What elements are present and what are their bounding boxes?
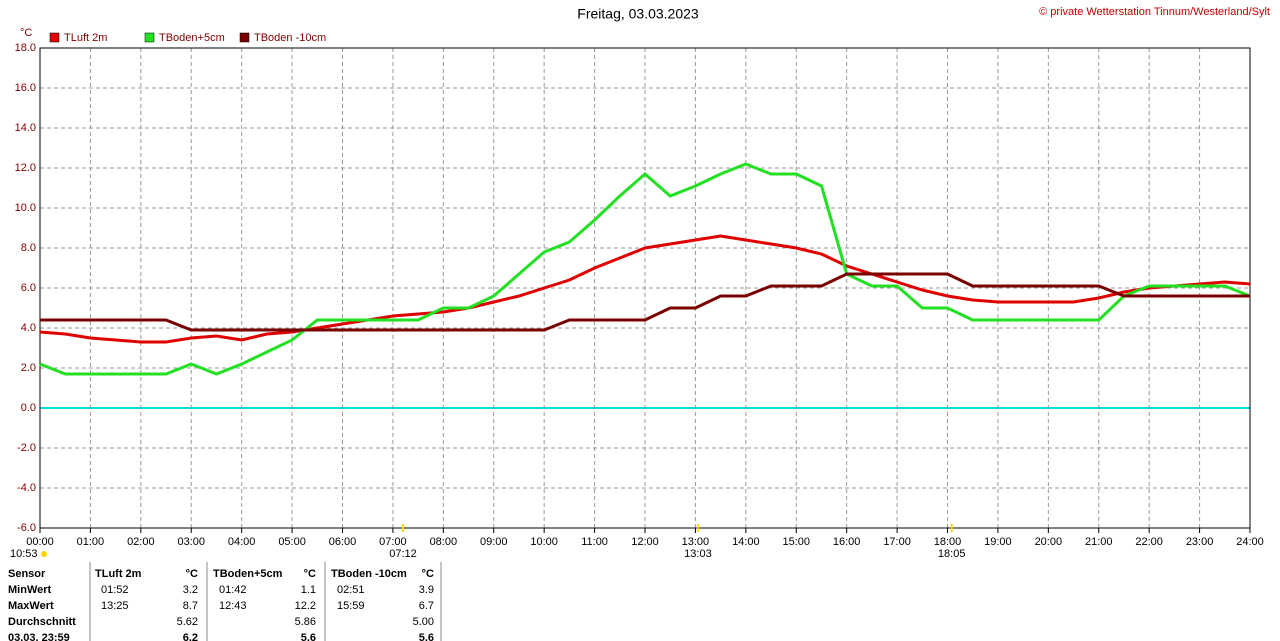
table-cell: 8.7	[183, 600, 198, 612]
table-cell: 02:51	[337, 584, 365, 596]
legend-swatch	[144, 32, 155, 43]
x-tick-label: 16:00	[833, 536, 861, 548]
plot-frame	[39, 47, 1251, 529]
y-tick-label: 12.0	[15, 162, 36, 174]
table-cell: 5.6	[301, 632, 316, 641]
table-cell: 5.6	[419, 632, 434, 641]
y-tick-label: 18.0	[15, 42, 36, 54]
x-tick-label: 00:00	[26, 536, 54, 548]
table-cell: 5.62	[177, 616, 198, 628]
table-cell: 12:43	[219, 600, 247, 612]
table-cell: 3.2	[183, 584, 198, 596]
x-tick-label: 15:00	[782, 536, 810, 548]
table-cell: 15:59	[337, 600, 365, 612]
y-tick-label: -6.0	[17, 522, 36, 534]
table-cell: Durchschnitt	[8, 616, 76, 628]
table-cell: 3.9	[419, 584, 434, 596]
y-tick-label: -2.0	[17, 442, 36, 454]
x-tick-label: 03:00	[177, 536, 205, 548]
table-header: °C	[422, 568, 434, 580]
x-tick-label: 09:00	[480, 536, 508, 548]
x-tick-label: 19:00	[984, 536, 1012, 548]
x-tick-label: 01:00	[77, 536, 105, 548]
y-tick-label: 2.0	[21, 362, 36, 374]
table-cell: MinWert	[8, 584, 52, 596]
table-cell: MaxWert	[8, 600, 54, 612]
x-tick-label: 17:00	[883, 536, 911, 548]
x-tick-label: 02:00	[127, 536, 155, 548]
y-tick-label: 0.0	[21, 402, 36, 414]
y-tick-label: -4.0	[17, 482, 36, 494]
x-tick-label: 10:00	[530, 536, 558, 548]
y-tick-label: 8.0	[21, 242, 36, 254]
event-label: 18:05	[938, 548, 966, 560]
x-tick-label: 13:00	[682, 536, 710, 548]
event-label: 13:03	[684, 548, 712, 560]
legend-label: TLuft 2m	[64, 32, 107, 44]
table-header: °C	[186, 568, 198, 580]
table-cell: 13:25	[101, 600, 129, 612]
series-line	[39, 162, 1251, 376]
legend-label: TBoden+5cm	[159, 32, 225, 44]
x-tick-label: 11:00	[581, 536, 608, 548]
table-cell: 6.2	[183, 632, 198, 641]
series-line	[39, 234, 1251, 344]
table-header: TLuft 2m	[95, 568, 142, 580]
table-cell: 5.86	[295, 616, 316, 628]
y-unit: °C	[20, 27, 32, 39]
table-cell: 01:42	[219, 584, 247, 596]
y-tick-label: 14.0	[15, 122, 36, 134]
x-tick-label: 08:00	[430, 536, 458, 548]
legend-swatch	[49, 32, 60, 43]
copyright: © private Wetterstation Tinnum/Westerlan…	[1039, 6, 1270, 18]
legend-swatch	[239, 32, 250, 43]
y-tick-label: 4.0	[21, 322, 36, 334]
moon-icon	[41, 551, 47, 557]
x-tick-label: 05:00	[278, 536, 306, 548]
x-tick-label: 06:00	[329, 536, 357, 548]
table-cell: 6.7	[419, 600, 434, 612]
y-tick-label: 6.0	[21, 282, 36, 294]
x-tick-label: 14:00	[732, 536, 760, 548]
table-cell: 03.03. 23:59	[8, 632, 70, 641]
event-label: 07:12	[389, 548, 417, 560]
x-tick-label: 22:00	[1135, 536, 1163, 548]
x-tick-label: 04:00	[228, 536, 256, 548]
table-cell: 1.1	[301, 584, 316, 596]
table-header: TBoden -10cm	[331, 568, 407, 580]
x-tick-label: 24:00	[1236, 536, 1264, 548]
x-tick-label: 12:00	[631, 536, 659, 548]
table-cell: 01:52	[101, 584, 129, 596]
table-header: °C	[304, 568, 316, 580]
x-tick-label: 20:00	[1035, 536, 1063, 548]
series-line	[40, 272, 1250, 332]
table-cell: 12.2	[295, 600, 316, 612]
x-tick-label: 07:00	[379, 536, 407, 548]
y-tick-label: 16.0	[15, 82, 36, 94]
chart-title: Freitag, 03.03.2023	[577, 6, 699, 22]
table-header: TBoden+5cm	[213, 568, 283, 580]
x-tick-label: 23:00	[1186, 536, 1214, 548]
moon-label: 10:53	[10, 548, 38, 560]
legend-label: TBoden -10cm	[254, 32, 326, 44]
x-tick-label: 21:00	[1085, 536, 1113, 548]
table-header: Sensor	[8, 568, 46, 580]
x-tick-label: 18:00	[934, 536, 962, 548]
y-tick-label: 10.0	[15, 202, 36, 214]
table-cell: 5.00	[413, 616, 434, 628]
